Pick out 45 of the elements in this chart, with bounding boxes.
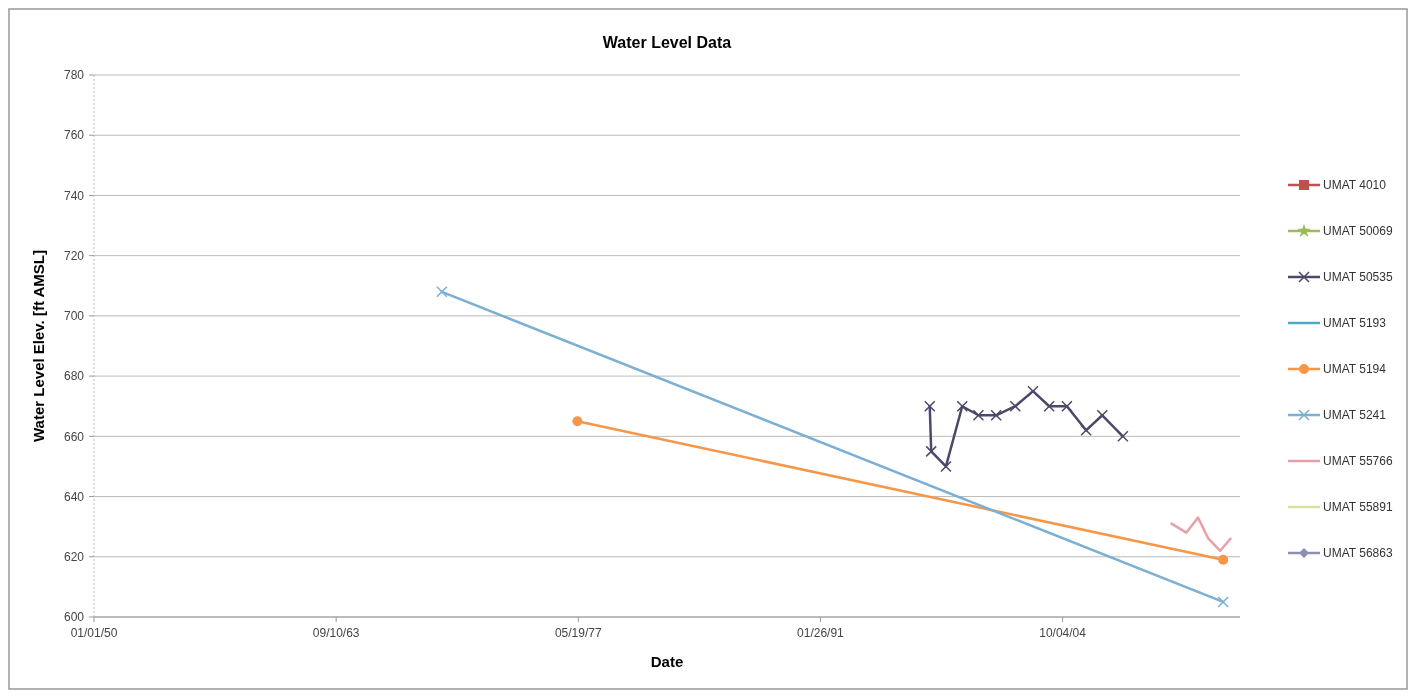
x-axis-title: Date (650, 653, 684, 670)
y-tick-label: 700 (63, 309, 85, 324)
point (1061, 400, 1073, 412)
point (990, 409, 1002, 422)
y-tick-label: 660 (63, 429, 85, 444)
legend-label: UMAT 5194 (1323, 362, 1387, 377)
y-tick-label: 680 (63, 369, 85, 384)
x-tick-label: 05/19/77 (554, 626, 602, 640)
point (1096, 409, 1109, 422)
legend-label: UMAT 5193 (1323, 316, 1387, 331)
point (940, 460, 952, 473)
point (436, 286, 448, 298)
legend-label: UMAT 55766 (1323, 454, 1393, 469)
y-tick-label: 720 (63, 248, 85, 263)
legend-label: UMAT 4010 (1323, 178, 1387, 193)
y-tick-label: 780 (63, 68, 85, 83)
y-tick-label: 620 (63, 549, 85, 564)
chart-title: Water Level Data (602, 34, 732, 51)
point (924, 400, 936, 412)
legend-label: UMAT 50535 (1323, 270, 1393, 285)
line-series (1170, 516, 1232, 553)
legend-label: UMAT 5241 (1323, 408, 1387, 423)
point (1117, 430, 1129, 443)
y-tick-label: 640 (63, 489, 85, 504)
x-tick-label: 01/01/50 (70, 626, 118, 640)
x-tick-label: 01/26/91 (797, 626, 845, 640)
point (925, 445, 937, 458)
point (1080, 424, 1092, 437)
point (1043, 400, 1055, 412)
legend-label: UMAT 56863 (1323, 546, 1393, 561)
x-tick-label: 09/10/63 (312, 626, 360, 640)
y-axis-title: Water Level Elev. [ft AMSL] (30, 250, 47, 442)
y-tick-label: 600 (63, 610, 85, 625)
x-tick-label: 10/04/04 (1039, 626, 1087, 640)
legend-label: UMAT 50069 (1323, 224, 1393, 239)
point (956, 400, 968, 412)
y-tick-label: 760 (63, 128, 85, 143)
legend-label: UMAT 55891 (1323, 500, 1393, 515)
point (972, 409, 985, 422)
point (1217, 596, 1229, 608)
point (1009, 400, 1022, 412)
point (1218, 554, 1229, 565)
point (572, 416, 583, 427)
point (1027, 385, 1039, 397)
y-tick-label: 740 (63, 188, 85, 203)
